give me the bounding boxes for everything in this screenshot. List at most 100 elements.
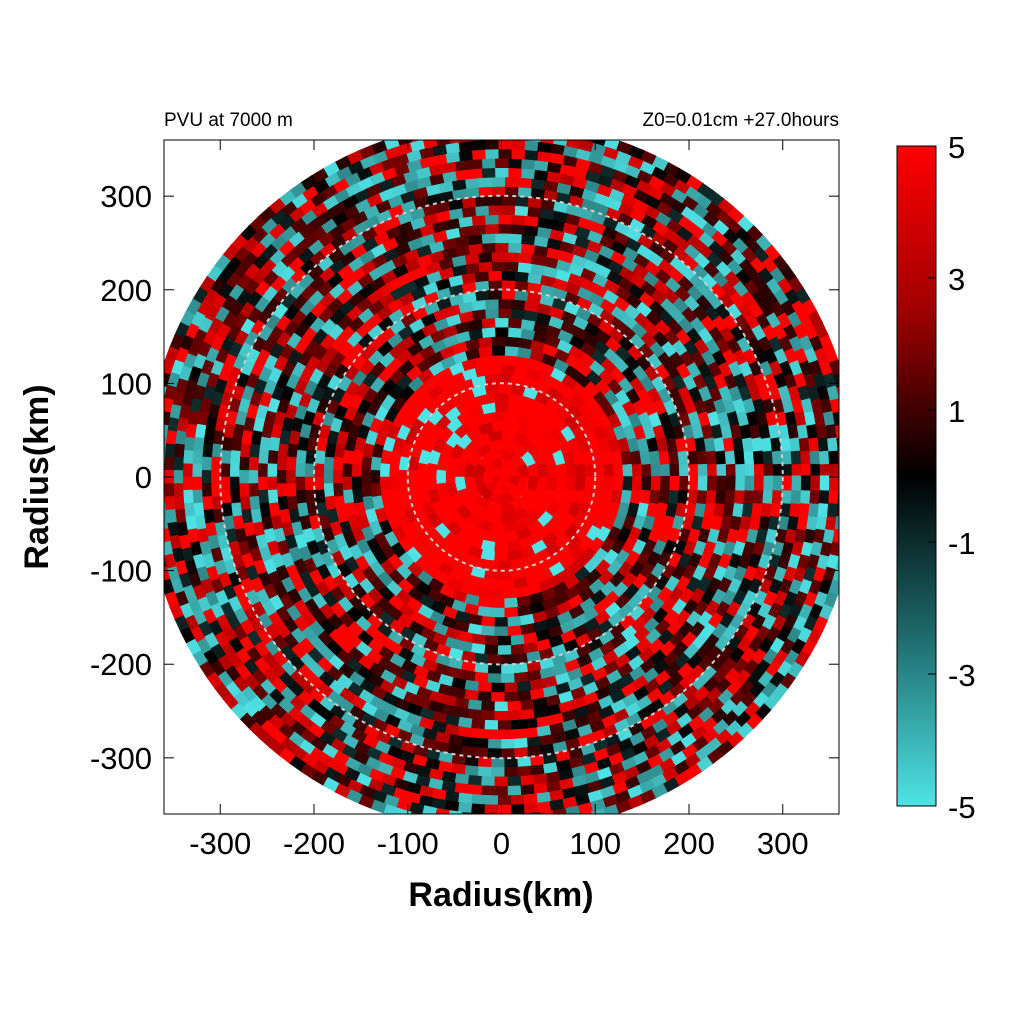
heatmap-cell xyxy=(501,654,516,665)
heatmap-cell xyxy=(445,469,456,485)
heatmap-cell xyxy=(481,785,497,797)
heatmap-cell xyxy=(575,462,587,478)
heatmap-cell xyxy=(248,469,259,486)
heatmap-cell xyxy=(474,652,490,665)
heatmap-cell xyxy=(516,177,532,189)
heatmap-cell xyxy=(507,625,523,637)
heatmap-cell xyxy=(762,448,774,465)
heatmap-cell xyxy=(370,482,382,499)
heatmap-cell xyxy=(497,720,513,731)
heatmap-cell xyxy=(516,186,532,198)
heatmap-cell xyxy=(483,223,499,235)
y-axis-label: Radius(km) xyxy=(18,384,56,569)
heatmap-cell xyxy=(351,463,362,478)
heatmap-cell xyxy=(522,140,539,152)
heatmap-cell xyxy=(490,261,506,272)
heatmap-cell xyxy=(493,167,509,178)
heatmap-cell xyxy=(539,809,556,814)
heatmap-cell xyxy=(201,483,212,499)
heatmap-cell xyxy=(810,462,821,478)
heatmap-cell xyxy=(164,450,166,466)
heatmap-cell xyxy=(360,469,371,485)
heatmap-cell xyxy=(473,280,490,292)
heatmap-cell xyxy=(151,398,163,414)
heatmap-cell xyxy=(513,270,529,283)
heatmap-cell xyxy=(488,813,489,814)
heatmap-cell xyxy=(705,488,718,505)
heatmap-cell xyxy=(383,804,401,814)
heatmap-cell xyxy=(481,710,497,722)
heatmap-cell xyxy=(735,475,746,491)
heatmap-cell xyxy=(266,463,278,479)
heatmap-cell xyxy=(497,298,512,309)
heatmap-cell xyxy=(504,691,520,703)
heatmap-cell xyxy=(551,140,568,147)
heatmap-cell xyxy=(487,748,503,759)
heatmap-cell xyxy=(496,140,512,150)
heatmap-cell xyxy=(211,443,223,460)
heatmap-cell xyxy=(556,476,568,492)
heatmap-cell xyxy=(149,529,161,545)
heatmap-cell xyxy=(497,804,514,814)
heatmap-cell xyxy=(494,541,510,553)
heatmap-cell xyxy=(678,475,690,491)
heatmap-cell xyxy=(800,488,811,504)
y-tick-label: -200 xyxy=(90,647,152,682)
heatmap-cell xyxy=(257,449,269,466)
heatmap-cell xyxy=(487,354,502,366)
heatmap-cell xyxy=(164,397,174,415)
heatmap-cell xyxy=(565,476,577,492)
heatmap-cell xyxy=(509,214,526,226)
heatmap-cell xyxy=(504,766,520,778)
heatmap-cell xyxy=(201,443,214,460)
heatmap-cell xyxy=(314,449,326,466)
heatmap-cell xyxy=(490,607,506,618)
heatmap-cell xyxy=(493,401,509,413)
heatmap-cell xyxy=(500,364,516,375)
heatmap-cell xyxy=(409,802,427,814)
heatmap-cell xyxy=(716,462,727,478)
heatmap-cell xyxy=(257,463,268,479)
heatmap-cell xyxy=(667,449,680,465)
heatmap-cell xyxy=(507,700,523,712)
heatmap-cell xyxy=(494,776,510,787)
heatmap-cell xyxy=(826,501,839,518)
heatmap-cell xyxy=(360,456,372,472)
y-tick-label: 0 xyxy=(135,460,152,495)
heatmap-cell xyxy=(507,710,523,722)
heatmap-cell xyxy=(513,140,528,141)
colorbar-tick-label: -1 xyxy=(948,526,976,561)
heatmap-cell xyxy=(511,813,517,814)
heatmap-cell xyxy=(519,167,536,180)
y-tick-label: 200 xyxy=(100,273,152,308)
reference-circle-100km xyxy=(406,382,597,572)
heatmap-cell xyxy=(173,469,184,486)
heatmap-cell xyxy=(829,475,839,491)
heatmap-cell xyxy=(506,317,523,329)
heatmap-cell xyxy=(510,634,526,646)
heatmap-cell xyxy=(164,555,168,570)
heatmap-cell xyxy=(688,475,699,491)
heatmap-cell xyxy=(506,242,522,254)
heatmap-cell xyxy=(514,671,530,684)
heatmap-cell xyxy=(724,449,736,465)
heatmap-cell xyxy=(285,469,296,485)
heatmap-cell xyxy=(426,476,438,492)
heatmap-cell xyxy=(846,502,857,517)
heatmap-cell xyxy=(164,456,175,473)
heatmap-cells xyxy=(149,140,858,814)
heatmap-cell xyxy=(602,140,620,150)
heatmap-cell xyxy=(725,462,737,478)
colorbar-ticks: 5 3 1 -1 -3 -5 xyxy=(928,130,976,825)
heatmap-cell xyxy=(484,729,500,740)
heatmap-cell xyxy=(848,476,858,491)
heatmap-cell xyxy=(500,279,516,291)
heatmap-cell xyxy=(832,409,839,426)
heatmap-cell xyxy=(276,456,288,472)
heatmap-cell xyxy=(513,652,530,665)
title-left: PVU at 7000 m xyxy=(164,110,293,131)
heatmap-cell xyxy=(752,448,765,465)
heatmap-cell xyxy=(500,270,516,281)
heatmap-cell xyxy=(789,501,801,518)
heatmap-cell xyxy=(173,443,185,460)
